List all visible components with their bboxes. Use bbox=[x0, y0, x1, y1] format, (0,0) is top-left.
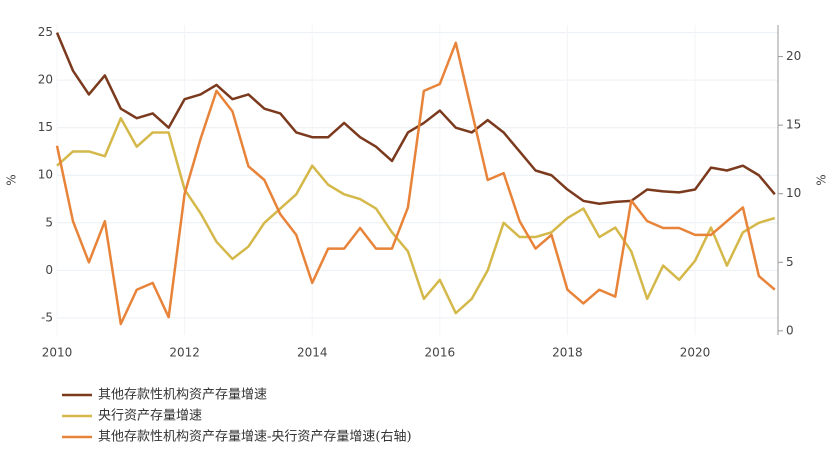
x-tick-label: 2018 bbox=[552, 346, 583, 360]
x-tick-label: 2016 bbox=[425, 346, 456, 360]
legend-label: 其他存款性机构资产存量增速 bbox=[98, 388, 267, 403]
x-tick-label: 2010 bbox=[42, 346, 73, 360]
series-line bbox=[55, 32, 776, 206]
series-line bbox=[55, 41, 776, 326]
y2-tick-label: 0 bbox=[786, 323, 794, 337]
y2-tick-label: 5 bbox=[786, 255, 794, 269]
x-tick-label: 2014 bbox=[297, 346, 328, 360]
y-tick-label: 10 bbox=[38, 168, 53, 182]
y-tick-label: 25 bbox=[38, 25, 53, 39]
x-tick-label: 2012 bbox=[169, 346, 200, 360]
y-tick-label: 20 bbox=[38, 73, 53, 87]
y-tick-label: -5 bbox=[41, 310, 53, 324]
y-tick-label: 0 bbox=[45, 263, 53, 277]
y-axis-label: % bbox=[5, 174, 19, 185]
y2-tick-label: 15 bbox=[786, 118, 801, 132]
y2-tick-label: 20 bbox=[786, 49, 801, 63]
x-tick-label: 2020 bbox=[680, 346, 711, 360]
y-tick-label: 15 bbox=[38, 120, 53, 134]
legend-label: 央行资产存量增速 bbox=[98, 409, 202, 424]
y2-axis-label: % bbox=[815, 174, 829, 185]
legend-label: 其他存款性机构资产存量增速-央行资产存量增速(右轴) bbox=[98, 430, 412, 445]
series-line bbox=[56, 116, 776, 315]
y-tick-label: 5 bbox=[45, 215, 53, 229]
y2-tick-label: 10 bbox=[786, 186, 801, 200]
